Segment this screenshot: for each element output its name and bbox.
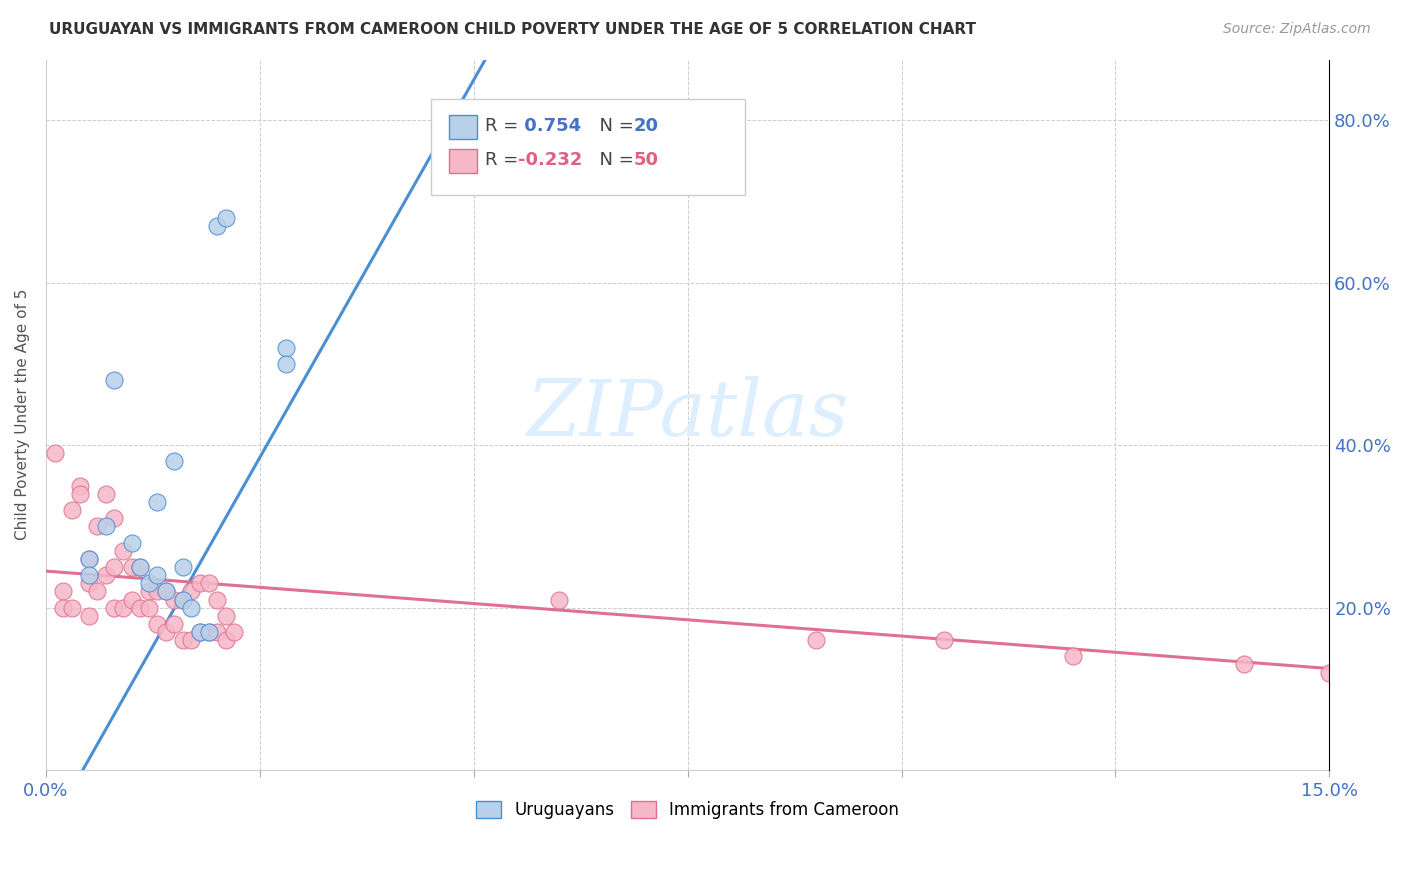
Point xyxy=(94,519,117,533)
Point xyxy=(172,560,194,574)
Point xyxy=(188,624,211,639)
Point xyxy=(146,568,169,582)
Point xyxy=(69,487,91,501)
Point xyxy=(77,608,100,623)
Y-axis label: Child Poverty Under the Age of 5: Child Poverty Under the Age of 5 xyxy=(15,289,30,541)
Point xyxy=(274,357,297,371)
Text: ZIPatlas: ZIPatlas xyxy=(526,376,849,453)
Text: R =: R = xyxy=(485,152,524,169)
Text: 50: 50 xyxy=(634,152,659,169)
Text: 20: 20 xyxy=(634,118,659,136)
Point xyxy=(155,584,177,599)
Point xyxy=(138,584,160,599)
Point xyxy=(197,624,219,639)
Text: Source: ZipAtlas.com: Source: ZipAtlas.com xyxy=(1223,22,1371,37)
Point xyxy=(138,576,160,591)
Point xyxy=(86,584,108,599)
Point xyxy=(77,552,100,566)
Text: N =: N = xyxy=(588,152,638,169)
Point xyxy=(1062,649,1084,664)
Point xyxy=(52,600,75,615)
Point xyxy=(214,608,236,623)
Point xyxy=(138,600,160,615)
Point xyxy=(94,487,117,501)
Point xyxy=(111,543,134,558)
Point xyxy=(163,592,186,607)
Text: R =: R = xyxy=(485,118,524,136)
Legend: Uruguayans, Immigrants from Cameroon: Uruguayans, Immigrants from Cameroon xyxy=(470,794,905,826)
Text: 0.754: 0.754 xyxy=(519,118,581,136)
Point xyxy=(172,592,194,607)
Point xyxy=(103,560,125,574)
Point xyxy=(129,560,152,574)
Point xyxy=(44,446,66,460)
Point xyxy=(52,584,75,599)
FancyBboxPatch shape xyxy=(449,149,477,173)
Point xyxy=(69,479,91,493)
Point xyxy=(163,454,186,468)
Text: N =: N = xyxy=(588,118,638,136)
Point xyxy=(103,600,125,615)
FancyBboxPatch shape xyxy=(449,115,477,139)
Point xyxy=(129,600,152,615)
Point xyxy=(172,633,194,648)
Point xyxy=(77,552,100,566)
Point xyxy=(804,633,827,648)
Point xyxy=(214,633,236,648)
Point xyxy=(274,341,297,355)
Point xyxy=(172,592,194,607)
Point xyxy=(205,624,228,639)
FancyBboxPatch shape xyxy=(432,99,745,194)
Point xyxy=(86,519,108,533)
Point xyxy=(197,576,219,591)
Point xyxy=(1317,665,1340,680)
Point xyxy=(180,600,202,615)
Point xyxy=(163,616,186,631)
Point xyxy=(188,576,211,591)
Point xyxy=(1233,657,1256,672)
Point xyxy=(121,592,143,607)
Point xyxy=(121,535,143,549)
Point xyxy=(224,624,246,639)
Point xyxy=(77,576,100,591)
Point xyxy=(129,560,152,574)
Point xyxy=(146,584,169,599)
Text: -0.232: -0.232 xyxy=(519,152,582,169)
Point xyxy=(214,211,236,225)
Text: URUGUAYAN VS IMMIGRANTS FROM CAMEROON CHILD POVERTY UNDER THE AGE OF 5 CORRELATI: URUGUAYAN VS IMMIGRANTS FROM CAMEROON CH… xyxy=(49,22,976,37)
Point xyxy=(111,600,134,615)
Point xyxy=(180,584,202,599)
Point xyxy=(121,560,143,574)
Point xyxy=(103,511,125,525)
Point xyxy=(180,633,202,648)
Point xyxy=(146,495,169,509)
Point xyxy=(205,219,228,233)
Point xyxy=(146,616,169,631)
Point xyxy=(197,624,219,639)
Point xyxy=(60,600,83,615)
Point xyxy=(155,584,177,599)
Point xyxy=(77,568,100,582)
Point xyxy=(934,633,956,648)
Point xyxy=(94,568,117,582)
Point xyxy=(155,624,177,639)
Point xyxy=(103,373,125,387)
Point xyxy=(188,624,211,639)
Point xyxy=(205,592,228,607)
Point xyxy=(548,592,571,607)
Point xyxy=(60,503,83,517)
